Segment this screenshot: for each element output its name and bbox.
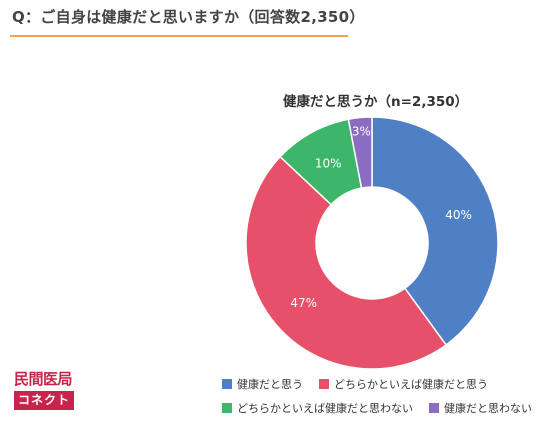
- legend-label-2: どちらかといえば健康だと思わない: [237, 402, 413, 415]
- donut-slice-1: [245, 155, 448, 370]
- legend-item-2: どちらかといえば健康だと思わない: [222, 400, 413, 416]
- legend-label-0: 健康だと思う: [237, 378, 303, 391]
- logo-bottom-text: コネクト: [14, 391, 75, 410]
- logo-top-text: 民間医局: [14, 370, 73, 388]
- chart-legend: 健康だと思う どちらかといえば健康だと思う どちらかといえば健康だと思わない 健…: [222, 376, 552, 424]
- donut-slice-0: [371, 116, 499, 346]
- slice-label-1: 47%: [290, 296, 317, 310]
- title-underline: [10, 35, 348, 37]
- slice-label-2: 10%: [315, 156, 342, 170]
- question-title: Q：ご自身は健康だと思いますか（回答数2,350）: [12, 8, 365, 26]
- legend-label-1: どちらかといえば健康だと思う: [334, 378, 488, 391]
- donut-slice-3: [347, 116, 373, 189]
- legend-swatch-1: [319, 379, 329, 389]
- legend-item-0: 健康だと思う: [222, 376, 303, 392]
- chart-title: 健康だと思うか（n=2,350）: [283, 94, 469, 110]
- slice-label-0: 40%: [445, 208, 472, 222]
- legend-item-3: 健康だと思わない: [429, 400, 532, 416]
- legend-swatch-0: [222, 379, 232, 389]
- brand-logo: 民間医局 コネクト: [14, 370, 88, 410]
- legend-swatch-3: [429, 403, 439, 413]
- legend-item-1: どちらかといえば健康だと思う: [319, 376, 488, 392]
- slice-label-3: 3%: [352, 124, 371, 138]
- legend-swatch-2: [222, 403, 232, 413]
- legend-label-3: 健康だと思わない: [444, 402, 532, 415]
